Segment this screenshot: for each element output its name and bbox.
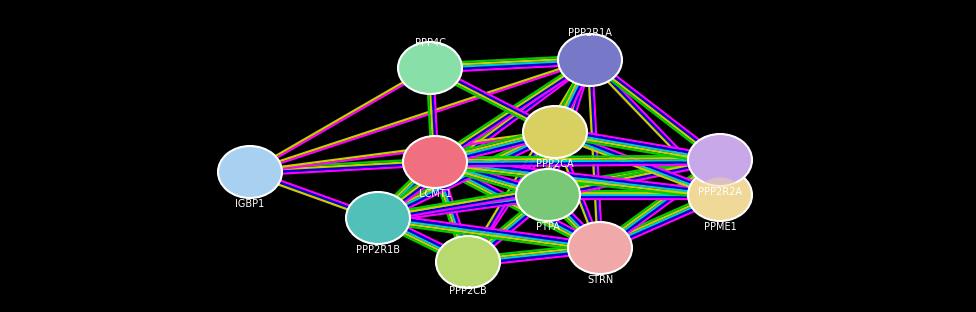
Text: PPP2R1B: PPP2R1B	[356, 245, 400, 255]
Ellipse shape	[523, 106, 587, 158]
Text: IGBP1: IGBP1	[235, 199, 264, 209]
Ellipse shape	[558, 34, 622, 86]
Ellipse shape	[446, 244, 490, 280]
Text: PPP4C: PPP4C	[415, 38, 445, 48]
Ellipse shape	[688, 169, 752, 221]
Ellipse shape	[688, 134, 752, 186]
Ellipse shape	[578, 230, 623, 266]
Ellipse shape	[398, 42, 462, 94]
Ellipse shape	[403, 136, 467, 188]
Ellipse shape	[533, 115, 578, 149]
Ellipse shape	[436, 236, 500, 288]
Text: PTPA: PTPA	[536, 222, 560, 232]
Ellipse shape	[355, 200, 400, 236]
Text: PPP2R2A: PPP2R2A	[698, 187, 742, 197]
Ellipse shape	[408, 51, 453, 85]
Text: PPME1: PPME1	[704, 222, 736, 232]
Ellipse shape	[218, 146, 282, 198]
Ellipse shape	[698, 178, 743, 212]
Text: PPP2CA: PPP2CA	[536, 159, 574, 169]
Ellipse shape	[516, 169, 580, 221]
Ellipse shape	[568, 42, 612, 78]
Ellipse shape	[698, 142, 743, 178]
Ellipse shape	[526, 178, 570, 212]
Text: PPP2R1A: PPP2R1A	[568, 28, 612, 38]
Ellipse shape	[346, 192, 410, 244]
Ellipse shape	[227, 154, 272, 190]
Ellipse shape	[413, 144, 458, 180]
Text: PPP2CB: PPP2CB	[449, 286, 487, 296]
Text: LCMT1: LCMT1	[419, 189, 451, 199]
Ellipse shape	[568, 222, 632, 274]
Text: STRN: STRN	[587, 275, 613, 285]
